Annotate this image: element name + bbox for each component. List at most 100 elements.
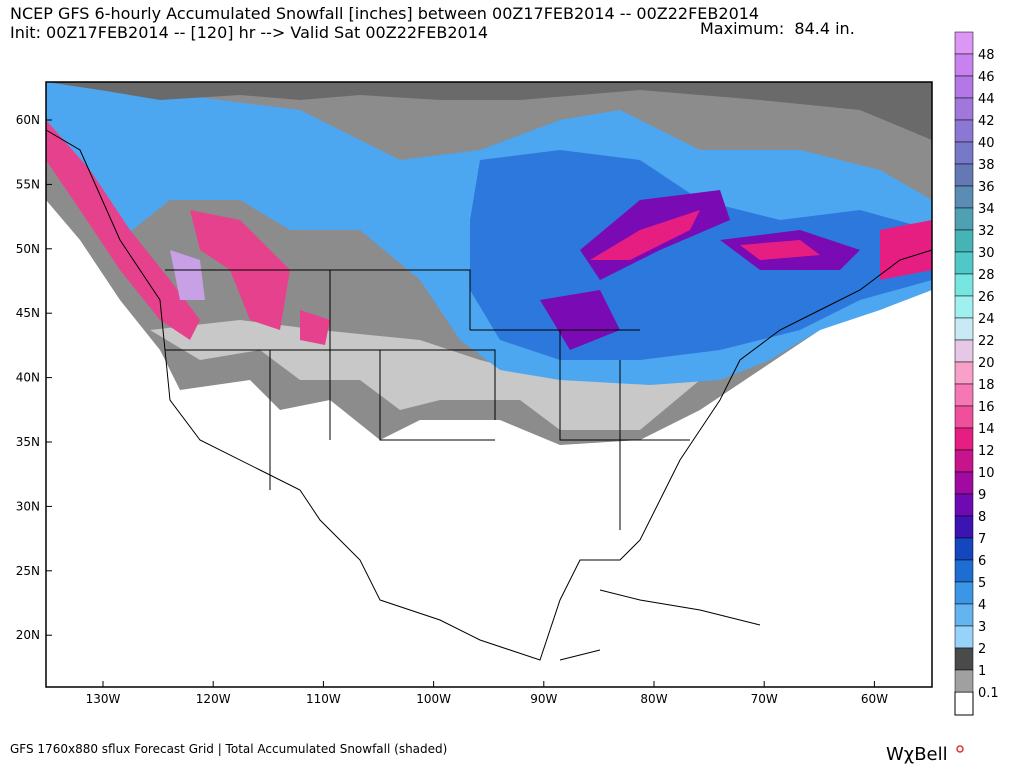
colorbar-label: 46: [978, 70, 995, 85]
lon-label: 110W: [306, 692, 341, 706]
colorbar-label: 16: [978, 400, 995, 415]
lon-label: 70W: [751, 692, 778, 706]
colorbar-label: 5: [978, 576, 986, 591]
map: [45, 81, 933, 688]
colorbar-label: 28: [978, 268, 995, 283]
purple-region: [540, 190, 860, 350]
colorbar-label: 3: [978, 620, 986, 635]
coastline: [45, 129, 933, 661]
islands: [559, 589, 761, 661]
lon-label: 120W: [196, 692, 231, 706]
lon-label: 130W: [86, 692, 121, 706]
lat-label: 45N: [16, 306, 40, 320]
colorbar-box: [954, 119, 974, 143]
colorbar-box: [954, 163, 974, 187]
colorbar-label: 12: [978, 444, 995, 459]
colorbar-box: [954, 537, 974, 561]
lat-label: 20N: [16, 628, 40, 642]
colorbar-label: 26: [978, 290, 995, 305]
colorbar-box: [954, 207, 974, 231]
colorbar-label: 14: [978, 422, 995, 437]
west-pink-region: [46, 120, 330, 345]
colorbar-box: [954, 295, 974, 319]
colorbar-box: [954, 273, 974, 297]
colorbar-label: 40: [978, 136, 995, 151]
title-line-2: Init: 00Z17FEB2014 -- [120] hr --> Valid…: [10, 23, 488, 42]
colorbar-box: [954, 471, 974, 495]
colorbar-box: [954, 515, 974, 539]
colorbar-box: [954, 339, 974, 363]
lat-label: 25N: [16, 564, 40, 578]
colorbar-box: [954, 53, 974, 77]
colorbar-box: [954, 141, 974, 165]
lat-label: 55N: [16, 177, 40, 191]
lat-label: 40N: [16, 371, 40, 385]
colorbar-label: 42: [978, 114, 995, 129]
colorbar-label: 8: [978, 510, 986, 525]
colorbar-label: 38: [978, 158, 995, 173]
colorbar-label: 10: [978, 466, 995, 481]
lat-label: 30N: [16, 499, 40, 513]
colorbar-label: 2: [978, 642, 986, 657]
colorbar-label: 22: [978, 334, 995, 349]
title-line-1: NCEP GFS 6-hourly Accumulated Snowfall […: [10, 4, 759, 23]
lat-label: 50N: [16, 242, 40, 256]
colorbar-label: 36: [978, 180, 995, 195]
colorbar-label: 18: [978, 378, 995, 393]
lon-label: 90W: [530, 692, 557, 706]
colorbar-box: [954, 383, 974, 407]
footer-text: GFS 1760x880 sflux Forecast Grid | Total…: [10, 742, 447, 756]
pink-region: [590, 210, 932, 280]
map-frame: [45, 81, 933, 688]
colorbar-box: [954, 581, 974, 605]
colorbar-box: [954, 185, 974, 209]
maximum: Maximum: 84.4 in.: [700, 19, 855, 38]
lat-label: 60N: [16, 113, 40, 127]
lon-label: 60W: [861, 692, 888, 706]
logo-dot: [956, 745, 964, 753]
colorbar-box: [954, 647, 974, 671]
snow-field: [46, 82, 932, 445]
colorbar-box: [954, 31, 974, 55]
colorbar-label: 24: [978, 312, 995, 327]
light-gray-region: [150, 320, 700, 430]
colorbar-label: 30: [978, 246, 995, 261]
colorbar-label: 44: [978, 92, 995, 107]
boundaries: [45, 129, 933, 661]
colorbar-box: [954, 449, 974, 473]
colorbar-box: [954, 427, 974, 451]
colorbar-box: [954, 603, 974, 627]
lon-label: 100W: [416, 692, 451, 706]
colorbar-min-box: [954, 691, 974, 716]
lon-label: 80W: [640, 692, 667, 706]
colorbar-box: [954, 625, 974, 649]
colorbar-label: 34: [978, 202, 995, 217]
colorbar-label: 7: [978, 532, 986, 547]
axes: 60N 55N 50N 45N 40N 35N 30N 25N 20N 130W 120W 110W 1…: [16, 113, 888, 706]
colorbar-box: [954, 493, 974, 517]
colorbar-box: [954, 75, 974, 99]
colorbar: 4846444240383634323028262422201816141210…: [954, 31, 999, 716]
colorbar-box: [954, 669, 974, 693]
lat-label: 35N: [16, 435, 40, 449]
colorbar-label: 4: [978, 598, 986, 613]
colorbar-box: [954, 317, 974, 341]
colorbar-box: [954, 559, 974, 583]
colorbar-box: [954, 405, 974, 429]
colorbar-box: [954, 229, 974, 253]
colorbar-label: 32: [978, 224, 995, 239]
colorbar-label: 9: [978, 488, 986, 503]
logo: WχBell: [886, 744, 948, 765]
north-gray: [46, 82, 932, 140]
colorbar-label: 0.1: [978, 686, 999, 701]
colorbar-box: [954, 361, 974, 385]
lilac-region: [170, 250, 205, 300]
colorbar-label: 1: [978, 664, 986, 679]
colorbar-box: [954, 97, 974, 121]
colorbar-label: 20: [978, 356, 995, 371]
colorbar-box: [954, 251, 974, 275]
colorbar-label: 48: [978, 48, 995, 63]
colorbar-label: 6: [978, 554, 986, 569]
